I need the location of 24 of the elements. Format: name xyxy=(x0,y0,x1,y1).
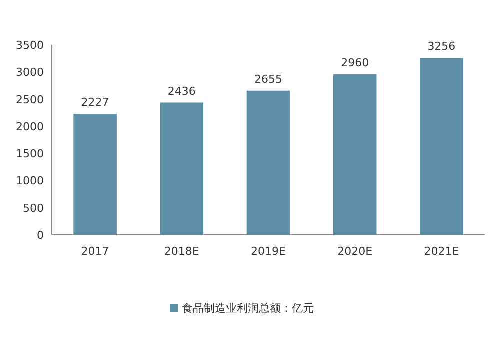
data-label: 2436 xyxy=(168,84,196,98)
y-tick-label: 2500 xyxy=(16,93,44,106)
x-tick-label: 2018E xyxy=(164,245,200,258)
bar xyxy=(74,114,117,235)
x-tick-label: 2020E xyxy=(338,245,373,258)
x-tick-label: 2017 xyxy=(81,245,110,258)
data-label: 2227 xyxy=(81,96,110,110)
bar xyxy=(160,102,204,235)
bar xyxy=(420,58,464,235)
legend: 食品制造业利润总额：亿元 xyxy=(170,302,314,315)
y-tick-label: 2000 xyxy=(16,120,44,134)
y-tick-label: 1500 xyxy=(16,148,44,161)
y-tick-label: 500 xyxy=(23,202,44,215)
y-tick-label: 3500 xyxy=(16,39,44,52)
bar xyxy=(246,90,290,235)
y-tick-label: 0 xyxy=(37,229,44,242)
y-tick-label: 3000 xyxy=(16,66,44,80)
x-tick-label: 2021E xyxy=(424,245,460,258)
y-tick-label: 1000 xyxy=(16,174,44,188)
data-label: 2655 xyxy=(254,72,282,86)
data-label: 3256 xyxy=(428,40,456,54)
bar xyxy=(333,74,377,235)
data-label: 2960 xyxy=(341,56,370,70)
x-tick-label: 2019E xyxy=(251,245,286,258)
